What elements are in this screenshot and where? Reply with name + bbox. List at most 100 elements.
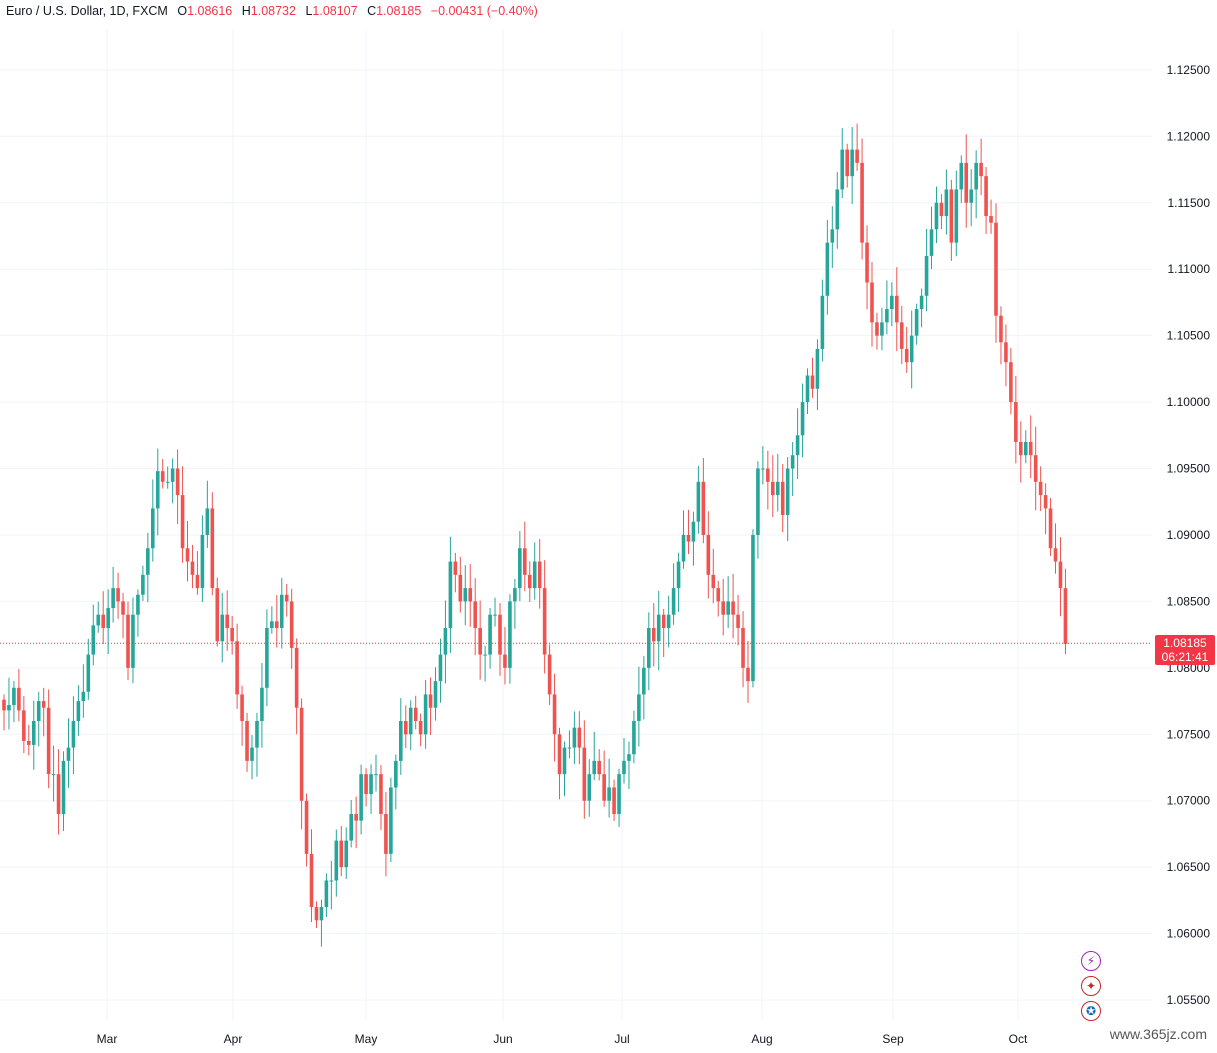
candle-body[interactable] — [716, 588, 721, 602]
candle-body[interactable] — [220, 614, 225, 642]
candle-body[interactable] — [1053, 548, 1058, 562]
candle-body[interactable] — [711, 574, 716, 589]
candle-body[interactable] — [131, 614, 135, 668]
candle-body[interactable] — [785, 468, 790, 516]
candle-body[interactable] — [255, 721, 259, 748]
candle-body[interactable] — [289, 601, 294, 648]
candle-body[interactable] — [582, 747, 587, 801]
candle-body[interactable] — [552, 694, 557, 735]
candle-body[interactable] — [895, 295, 899, 323]
candle-body[interactable] — [309, 853, 314, 908]
candle-body[interactable] — [503, 654, 507, 668]
candle-body[interactable] — [756, 468, 760, 535]
candle-body[interactable] — [1028, 441, 1033, 456]
candle-body[interactable] — [805, 375, 810, 403]
candle-body[interactable] — [141, 574, 145, 595]
candle-body[interactable] — [458, 574, 463, 602]
candle-body[interactable] — [934, 202, 939, 230]
candle-body[interactable] — [1038, 481, 1043, 496]
candle-body[interactable] — [860, 162, 864, 243]
candle-body[interactable] — [438, 654, 443, 682]
candle-body[interactable] — [463, 588, 468, 602]
candle-body[interactable] — [1048, 508, 1053, 549]
candle-body[interactable] — [151, 508, 155, 549]
candle-body[interactable] — [51, 774, 56, 776]
candle-body[interactable] — [909, 335, 914, 363]
candle-body[interactable] — [374, 774, 378, 776]
candle-body[interactable] — [766, 468, 770, 482]
candle-body[interactable] — [642, 667, 646, 695]
candle-body[interactable] — [686, 534, 691, 542]
candle-body[interactable] — [577, 727, 582, 748]
candle-body[interactable] — [885, 309, 889, 323]
candle-body[interactable] — [91, 625, 96, 655]
candle-body[interactable] — [403, 721, 408, 735]
candle-body[interactable] — [562, 747, 567, 775]
candle-body[interactable] — [250, 747, 254, 761]
candle-body[interactable] — [557, 734, 562, 775]
candle-body[interactable] — [240, 694, 244, 722]
candle-body[interactable] — [542, 588, 547, 655]
candle-body[interactable] — [413, 707, 418, 722]
candle-body[interactable] — [671, 588, 676, 615]
candle-body[interactable] — [46, 707, 51, 775]
candle-body[interactable] — [1019, 441, 1023, 456]
candle-body[interactable] — [473, 601, 477, 628]
candle-body[interactable] — [121, 601, 125, 615]
candle-body[interactable] — [800, 402, 805, 436]
candle-body[interactable] — [215, 588, 220, 642]
candle-body[interactable] — [795, 435, 800, 456]
candle-body[interactable] — [870, 282, 874, 323]
candle-body[interactable] — [830, 229, 835, 243]
candle-body[interactable] — [840, 149, 845, 190]
candle-body[interactable] — [746, 667, 750, 682]
candle-body[interactable] — [835, 189, 840, 230]
candle-body[interactable] — [587, 774, 592, 801]
candle-body[interactable] — [394, 760, 398, 788]
candle-body[interactable] — [637, 694, 641, 722]
candle-body[interactable] — [1033, 455, 1038, 482]
candle-body[interactable] — [185, 548, 190, 562]
candle-body[interactable] — [81, 691, 86, 702]
candle-body[interactable] — [96, 614, 101, 626]
candle-body[interactable] — [527, 574, 532, 589]
candle-body[interactable] — [76, 701, 81, 722]
candle-body[interactable] — [969, 189, 973, 203]
candle-body[interactable] — [518, 548, 522, 589]
candle-body[interactable] — [126, 614, 130, 668]
candle-body[interactable] — [304, 800, 309, 854]
candle-body[interactable] — [369, 774, 373, 795]
candle-body[interactable] — [681, 534, 686, 562]
candle-body[interactable] — [245, 721, 249, 761]
candle-body[interactable] — [210, 508, 215, 589]
candle-body[interactable] — [284, 594, 289, 602]
candle-body[interactable] — [736, 614, 740, 628]
candle-body[interactable] — [964, 162, 969, 203]
candle-body[interactable] — [364, 774, 368, 795]
candle-body[interactable] — [175, 468, 180, 496]
candle-body[interactable] — [929, 229, 934, 256]
candle-body[interactable] — [751, 534, 755, 682]
symbol-title[interactable]: Euro / U.S. Dollar, 1D, FXCM — [6, 4, 168, 18]
candle-body[interactable] — [136, 594, 140, 615]
candle-body[interactable] — [647, 627, 651, 668]
candle-body[interactable] — [116, 588, 120, 602]
candle-body[interactable] — [726, 601, 730, 615]
candle-body[interactable] — [974, 162, 978, 190]
candle-body[interactable] — [146, 548, 150, 575]
candle-body[interactable] — [656, 614, 661, 642]
candle-body[interactable] — [17, 687, 21, 711]
candle-body[interactable] — [651, 627, 656, 642]
candle-body[interactable] — [904, 348, 909, 363]
candle-body[interactable] — [899, 322, 904, 349]
candle-body[interactable] — [155, 471, 160, 509]
candle-body[interactable] — [547, 654, 552, 695]
candle-body[interactable] — [612, 787, 616, 815]
candle-body[interactable] — [989, 216, 993, 223]
candle-body[interactable] — [349, 814, 353, 841]
candle-body[interactable] — [314, 907, 319, 921]
candle-body[interactable] — [270, 621, 274, 628]
candle-body[interactable] — [61, 760, 66, 815]
candle-body[interactable] — [1063, 588, 1068, 644]
candle-body[interactable] — [265, 627, 269, 688]
